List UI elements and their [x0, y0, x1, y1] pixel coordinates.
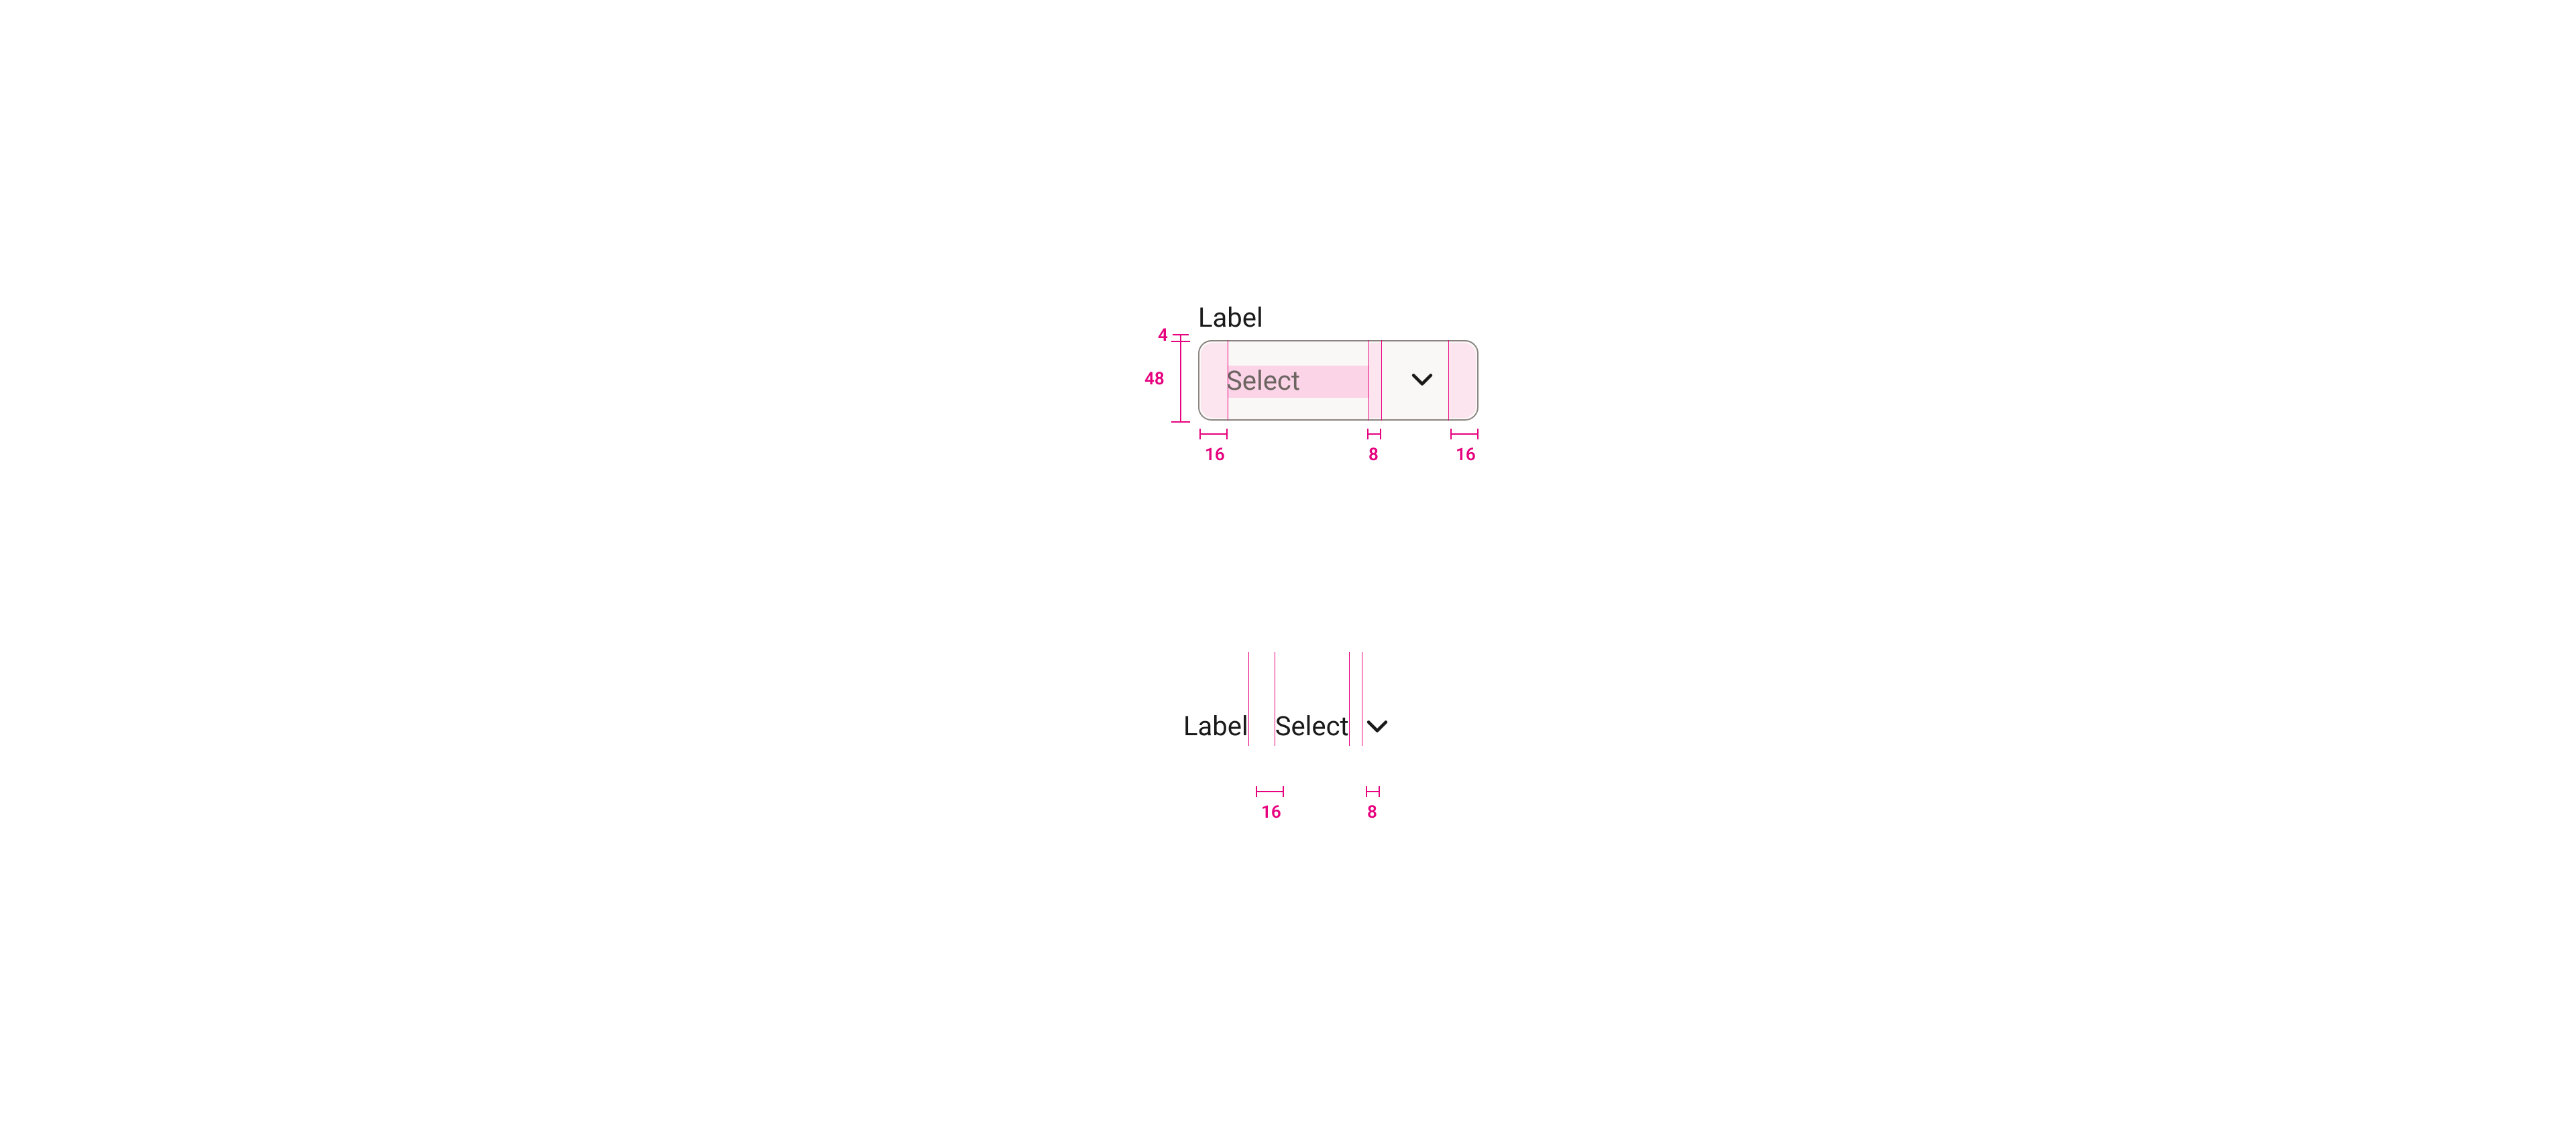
- dim-gap-icon: 8: [1368, 445, 1379, 465]
- gap-16: [1248, 682, 1275, 769]
- dim-inline-gap-label: 16: [1261, 802, 1281, 822]
- dim-inline-gap-icon: 8: [1367, 802, 1377, 822]
- select-spec-inline: Label Select: [1183, 710, 1392, 742]
- dim-label-gap: 4: [1158, 325, 1168, 345]
- dim-pad-right: 16: [1456, 445, 1476, 465]
- inline-label: Label: [1183, 710, 1248, 742]
- inline-select-value: Select: [1275, 710, 1349, 742]
- gap-8: [1349, 682, 1362, 769]
- select-placeholder: Select: [1226, 365, 1300, 396]
- dim-pad-left: 16: [1205, 445, 1225, 465]
- chevron-down-icon: [1407, 364, 1437, 396]
- inline-select[interactable]: Select: [1275, 710, 1349, 742]
- field-label: Label: [1198, 302, 1479, 333]
- chevron-down-icon: [1362, 711, 1392, 741]
- select-field[interactable]: Select: [1198, 340, 1479, 421]
- spec-canvas: Label 4 48 Select: [0, 0, 2576, 1131]
- dim-height: 48: [1144, 369, 1165, 389]
- select-spec-boxed: Label 4 48 Select: [1198, 302, 1479, 421]
